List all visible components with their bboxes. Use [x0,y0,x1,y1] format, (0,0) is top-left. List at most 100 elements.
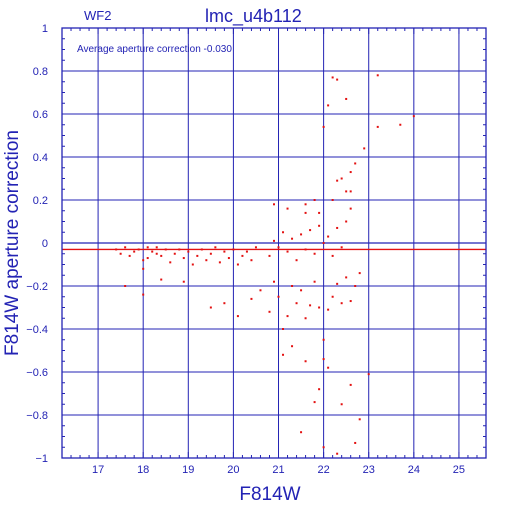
scatter-point [200,248,203,251]
x-axis-label: F814W [239,484,300,505]
y-tick-label: −0.4 [26,324,48,336]
scatter-point [291,237,294,240]
scatter-point [223,302,226,305]
x-tick-label: 17 [92,464,104,476]
x-tick-label: 25 [453,464,465,476]
scatter-point [345,190,348,193]
scatter-point [286,207,289,210]
scatter-point [349,383,352,386]
labels-layer: WF2 lmc_u4b112 Average aperture correcti… [2,6,302,505]
scatter-point [124,246,127,249]
scatter-point [313,401,316,404]
scatter-point [182,257,185,260]
scatter-point [124,285,127,287]
scatter-point [286,315,289,318]
grid-layer [62,27,486,459]
x-tick-label: 23 [363,464,375,476]
scatter-point [304,360,307,363]
scatter-point [304,211,307,214]
scatter-point [327,308,330,311]
y-tick-label: 0.8 [33,66,48,78]
x-tick-label: 19 [182,464,194,476]
scatter-point [241,254,244,257]
scatter-point [214,246,217,249]
scatter-point [345,97,348,100]
scatter-point [349,190,352,193]
scatter-point [340,246,343,249]
scatter-point [354,285,357,287]
scatter-point [277,295,280,298]
scatter-point [245,250,248,253]
scatter-point [336,226,339,229]
scatter-point [191,263,194,266]
scatter-point [313,199,316,201]
scatter-point [313,280,316,283]
scatter-point [218,261,221,264]
scatter-point [399,123,402,126]
scatter-point [363,147,366,150]
scatter-point [196,254,199,257]
scatter-point [318,306,321,309]
scatter-point [354,441,357,444]
scatter-point [295,259,298,262]
scatter-point [295,302,298,305]
x-tick-label: 20 [227,464,239,476]
scatter-point [309,229,312,232]
scatter-point [160,254,163,257]
scatter-point [322,242,325,244]
scatter-point [236,263,239,266]
scatter-point [209,252,212,255]
scatter-point [151,250,154,253]
scatter-point [331,254,334,257]
average-aperture-correction-note: Average aperture correction -0.030 [77,44,232,55]
scatter-point [318,224,321,227]
scatter-point [304,248,307,251]
scatter-point [354,162,357,165]
scatter-point [322,125,325,128]
scatter-point [277,246,280,249]
scatter-point [327,366,330,369]
scatter-point [300,233,303,236]
x-tick-label: 21 [272,464,284,476]
scatter-point [367,373,370,376]
scatter-point [273,280,275,283]
scatter-point [282,353,285,356]
scatter-point [376,74,379,77]
scatter-point [209,306,212,309]
scatter-point [345,276,348,279]
y-tick-label: 1 [42,23,48,35]
scatter-point [268,310,271,313]
scatter-point [142,259,145,262]
scatter-point [291,285,294,287]
scatter-point [340,177,343,180]
scatter-point [268,254,271,257]
scatter-point [322,446,325,449]
scatter-point [155,246,158,249]
scatter-point [254,246,257,249]
scatter-point [155,252,158,255]
scatter-point [236,315,239,318]
scatter-point [340,403,343,406]
scatter-point [318,211,321,214]
scatter-point [336,452,339,455]
scatter-point [322,358,325,361]
scatter-point [313,252,316,255]
y-tick-label: 0.4 [33,152,48,164]
scatter-points [115,74,415,455]
y-tick-label: 0.6 [33,109,48,121]
scatter-point [169,261,172,264]
scatter-point [164,248,167,251]
y-tick-label: 0.2 [33,195,48,207]
scatter-point [227,257,230,260]
scatter-point [300,431,303,434]
scatter-point [273,239,275,242]
axes-layer: 17 18 19 20 21 22 23 24 25 −1 −0.8 −0.6 −0.4 −0.2 0 0.2… [26,23,487,476]
scatter-point [349,207,352,210]
scatter-point [146,257,149,260]
y-axis-label: F814W aperture correction [2,130,23,356]
scatter-point [146,246,149,249]
scatter-point [331,199,334,201]
y-tick-label: −0.2 [26,281,48,293]
